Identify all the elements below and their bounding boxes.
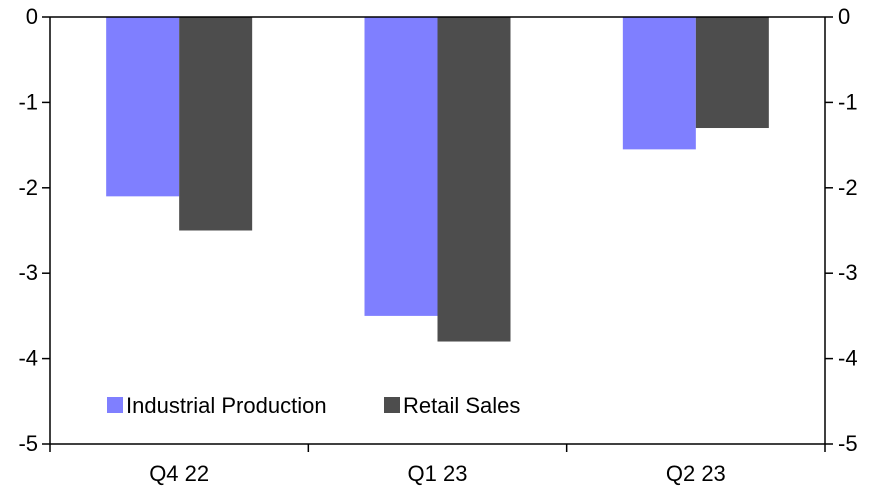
y-tick-label-right-1: -1: [838, 89, 858, 114]
bar-retail-sales-1: [437, 17, 511, 342]
x-category-label-1: Q1 23: [408, 461, 468, 486]
y-tick-label-right-2: -2: [838, 175, 858, 200]
bar-industrial-production-2: [622, 17, 696, 150]
bar-retail-sales-0: [179, 17, 253, 231]
x-category-label-0: Q4 22: [149, 461, 209, 486]
x-category-label-2: Q2 23: [666, 461, 726, 486]
y-tick-label-left-0: 0: [26, 4, 38, 29]
legend-label-industrial-production: Industrial Production: [126, 393, 327, 418]
y-tick-label-left-4: -4: [18, 346, 38, 371]
bar-industrial-production-0: [106, 17, 180, 197]
y-tick-label-right-0: 0: [838, 4, 850, 29]
axes-layer: 0 0 -1 -1 -2 -2 -3 -3 -4 -4 -5 -5 Q4 22 Q1 23 Q2 23: [18, 4, 857, 486]
y-tick-label-right-4: -4: [838, 346, 858, 371]
y-tick-label-left-3: -3: [18, 260, 38, 285]
y-tick-label-right-5: -5: [838, 431, 858, 456]
legend-label-retail-sales: Retail Sales: [403, 393, 520, 418]
legend-swatch-retail-sales: [384, 397, 400, 413]
y-tick-label-left-2: -2: [18, 175, 38, 200]
bar-industrial-production-1: [364, 17, 438, 316]
bars-layer: [106, 17, 769, 342]
legend: Industrial Production Retail Sales: [107, 393, 520, 418]
y-tick-label-left-5: -5: [18, 431, 38, 456]
bar-retail-sales-2: [695, 17, 769, 129]
y-tick-label-right-3: -3: [838, 260, 858, 285]
legend-swatch-industrial-production: [107, 397, 123, 413]
y-tick-label-left-1: -1: [18, 89, 38, 114]
